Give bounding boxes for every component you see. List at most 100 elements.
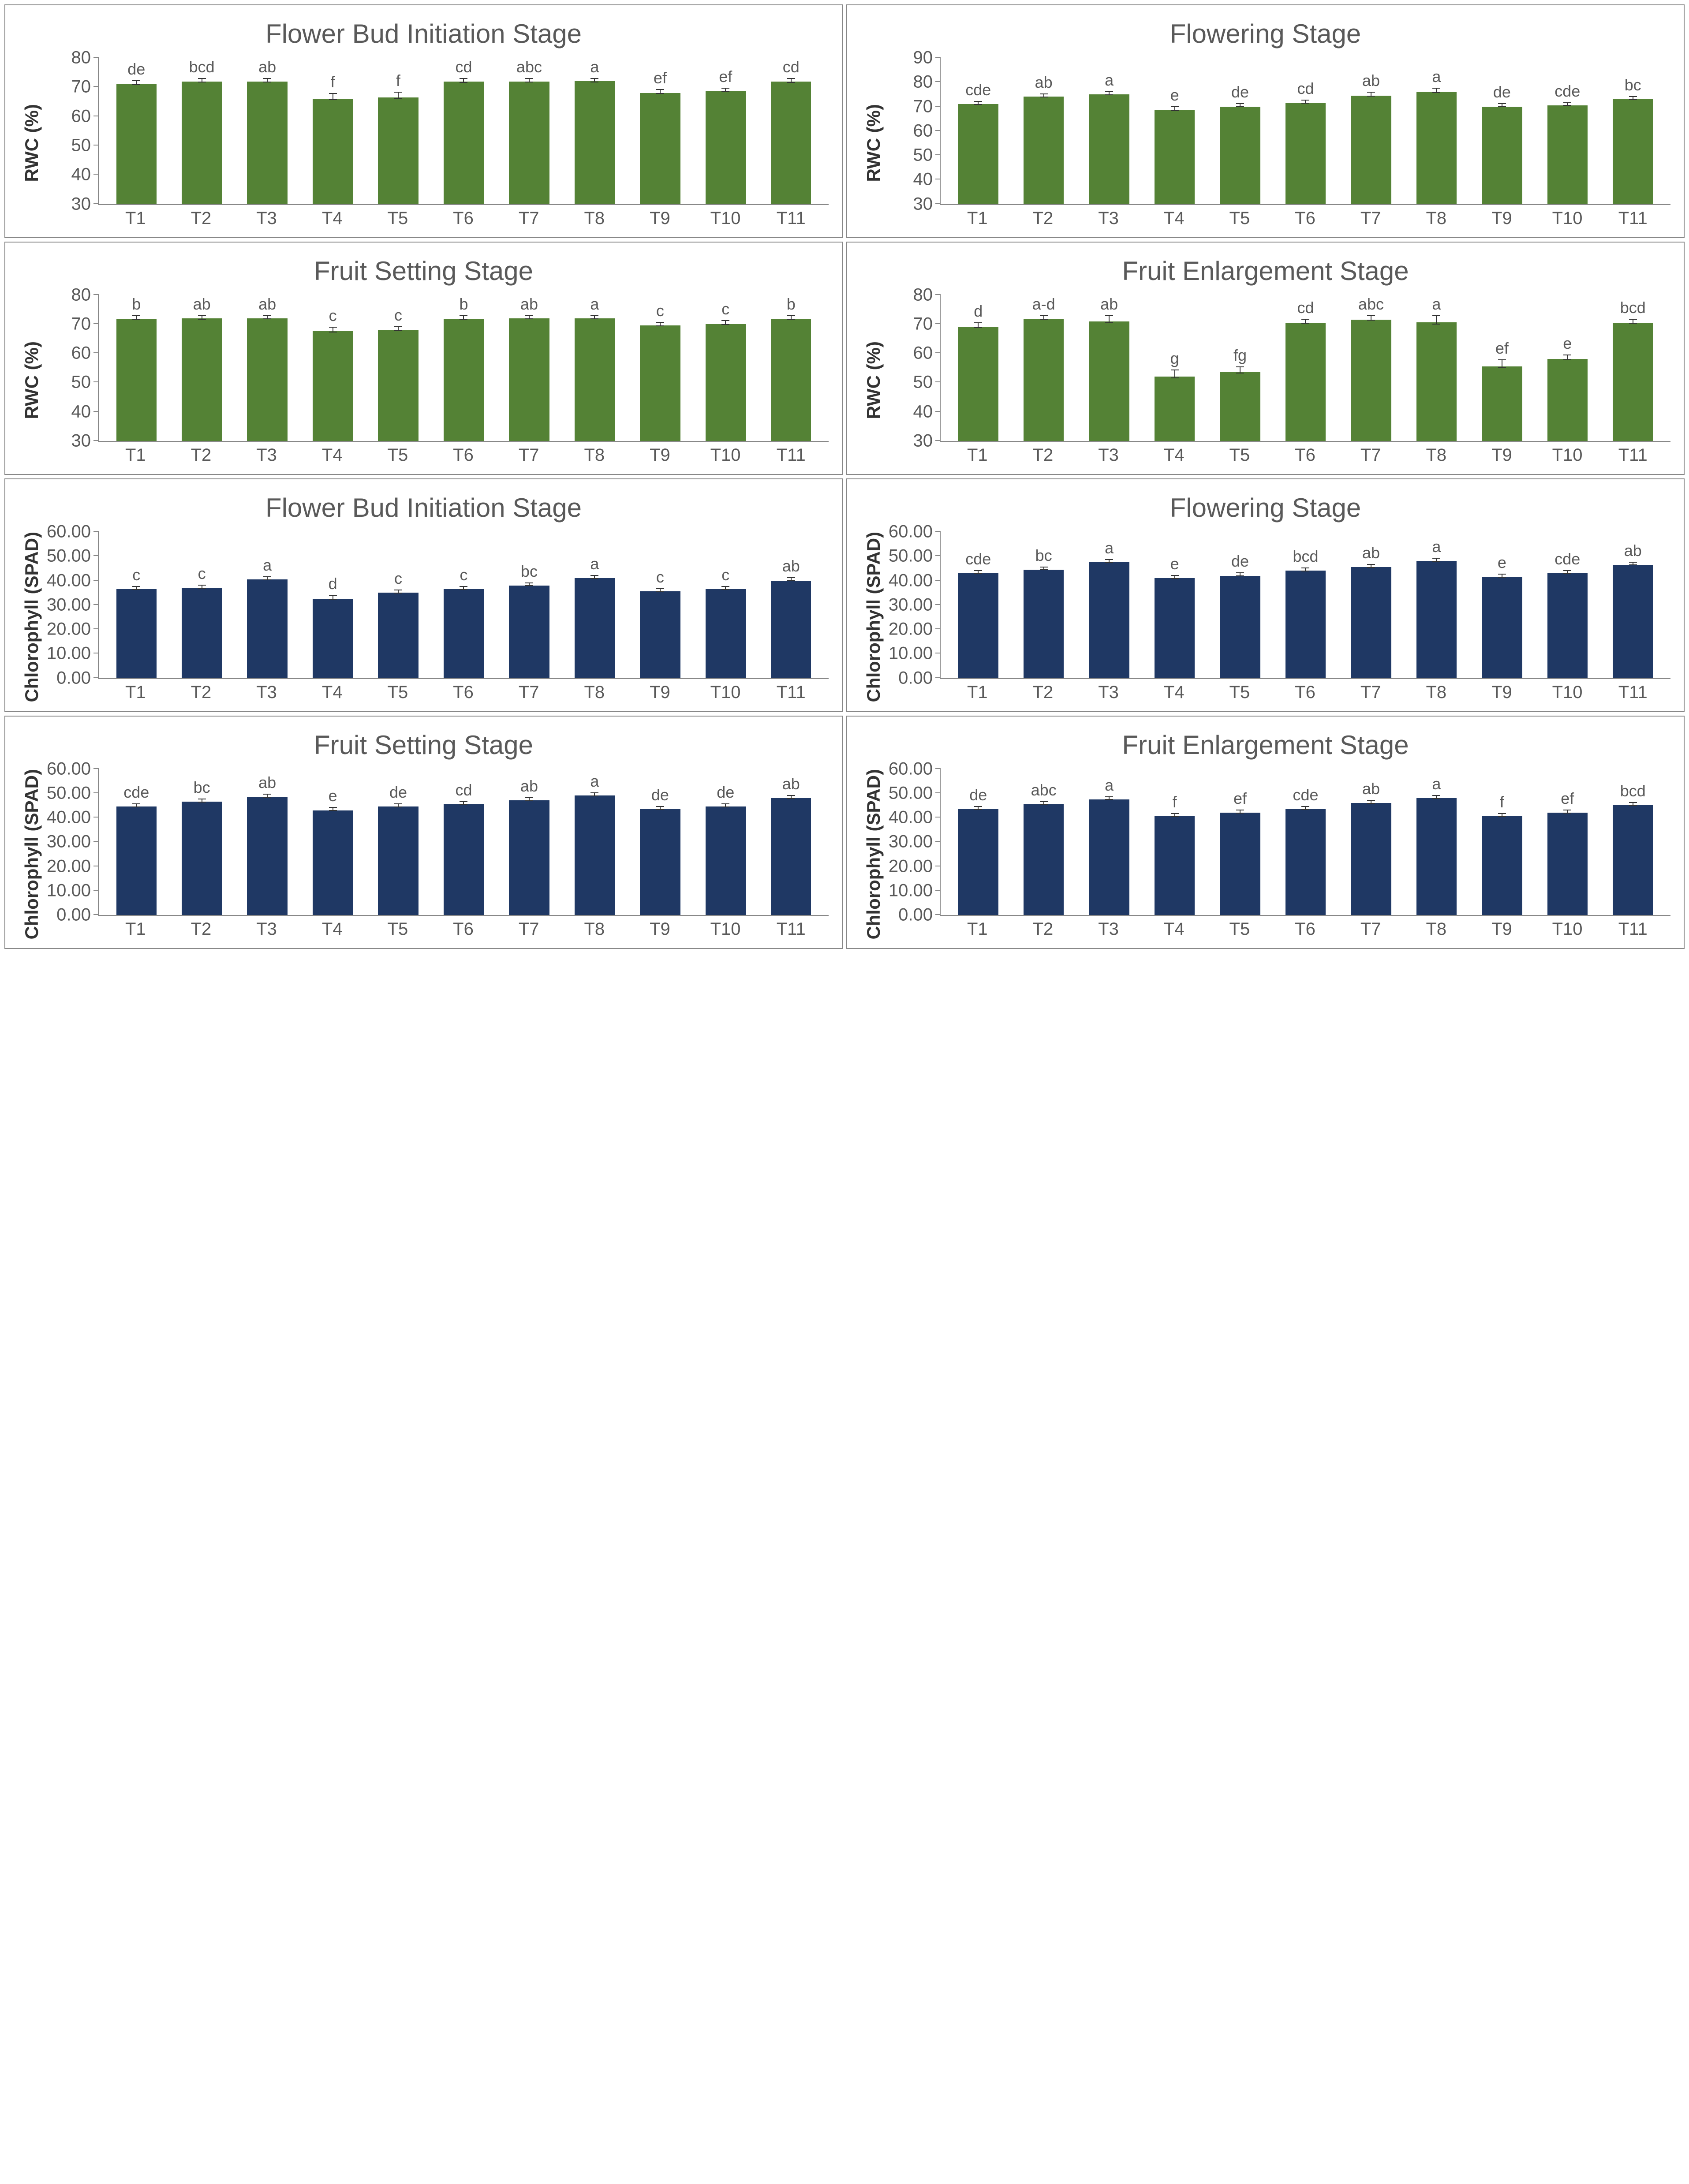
y-tick-label: 80 <box>71 285 91 305</box>
significance-letter: e <box>1563 334 1572 353</box>
bar-group: bcd <box>173 58 230 204</box>
y-tick-label: 40 <box>913 402 933 422</box>
error-bar <box>1109 91 1110 95</box>
y-tick-label: 50 <box>71 373 91 392</box>
bar <box>247 797 287 915</box>
error-bar <box>594 78 595 82</box>
x-tick-label: T3 <box>238 209 295 228</box>
error-bar <box>463 315 464 320</box>
significance-letter: c <box>656 568 664 586</box>
x-tick-label: T1 <box>107 683 164 702</box>
error-bar <box>1567 570 1568 574</box>
y-tick-label: 0.00 <box>56 668 91 688</box>
significance-letter: ab <box>258 295 276 314</box>
bar-group: bc <box>501 532 558 678</box>
x-tick-label: T7 <box>500 919 558 939</box>
y-tick <box>93 555 99 556</box>
y-tick <box>93 580 99 581</box>
bar <box>116 806 157 915</box>
x-tick-label: T7 <box>500 209 558 228</box>
error-bar <box>463 78 464 83</box>
bar <box>509 82 549 204</box>
x-tick-label: T3 <box>238 919 295 939</box>
significance-letter: bcd <box>1293 547 1318 566</box>
x-tick-label: T3 <box>238 445 295 465</box>
error-bar <box>978 322 979 328</box>
error-bar <box>267 78 268 82</box>
y-tick <box>935 81 941 82</box>
bar-group: cde <box>949 532 1007 678</box>
panel-title: Flowering Stage <box>860 493 1670 523</box>
y-tick <box>93 792 99 793</box>
y-tick-label: 10.00 <box>889 644 933 664</box>
x-tick-label: T10 <box>1539 209 1596 228</box>
bar-group: de <box>949 769 1007 915</box>
bar <box>247 579 287 678</box>
significance-letter: d <box>974 302 983 321</box>
x-tick-label: T8 <box>1407 919 1465 939</box>
y-tick-label: 70 <box>71 314 91 334</box>
significance-letter: ef <box>1233 789 1247 808</box>
y-tick <box>93 203 99 204</box>
error-bar <box>136 586 137 590</box>
bar-group: a <box>1080 769 1138 915</box>
y-tick <box>93 817 99 818</box>
significance-letter: c <box>460 566 467 584</box>
y-tick-label: 40 <box>71 165 91 185</box>
bar <box>378 593 418 678</box>
bar-group: ef <box>697 58 754 204</box>
x-tick-label: T11 <box>762 445 820 465</box>
plot-wrap: 0.0010.0020.0030.0040.0050.0060.00cdebca… <box>940 532 1670 702</box>
bar-group: ef <box>1473 295 1531 441</box>
plot-wrap: 304050607080bababccbabaccbT1T2T3T4T5T6T7… <box>98 295 829 466</box>
bar <box>1155 377 1195 441</box>
bar <box>1155 578 1195 678</box>
x-tick-label: T9 <box>631 209 689 228</box>
bar <box>1351 803 1391 915</box>
significance-letter: cd <box>455 58 472 76</box>
y-tick-label: 10.00 <box>47 644 91 664</box>
x-tick-label: T5 <box>369 683 427 702</box>
bar <box>313 331 353 441</box>
bar-group: a <box>1408 295 1465 441</box>
error-bar <box>136 803 137 807</box>
y-axis-label: Chlorophyll (SPAD) <box>860 532 887 702</box>
bar-group: e <box>1146 532 1203 678</box>
y-tick <box>935 130 941 131</box>
plot-wrap: 0.0010.0020.0030.0040.0050.0060.00ccadcc… <box>98 532 829 702</box>
bar-group: bc <box>1015 532 1072 678</box>
error-bar <box>529 582 530 586</box>
x-axis: T1T2T3T4T5T6T7T8T9T10T11 <box>940 442 1670 465</box>
bar <box>116 589 157 678</box>
error-bar <box>529 78 530 82</box>
chart-area: Chlorophyll (SPAD)0.0010.0020.0030.0040.… <box>19 532 829 702</box>
bar <box>1351 567 1391 678</box>
bar <box>1613 565 1653 678</box>
bar <box>1351 96 1391 204</box>
error-bar <box>1109 796 1110 800</box>
error-bar <box>463 586 464 590</box>
error-bar <box>1436 558 1437 562</box>
significance-letter: ef <box>1495 339 1509 358</box>
bar-group: de <box>1473 58 1531 204</box>
x-tick-label: T6 <box>1276 209 1334 228</box>
plot: 304050607080da-dabgfgcdabcaefebcd <box>940 295 1670 442</box>
chart-area: RWC (%)304050607080debcdabffcdabcaefefcd… <box>19 58 829 228</box>
x-tick-label: T10 <box>697 209 755 228</box>
bar-group: f <box>370 58 427 204</box>
error-bar <box>1240 103 1241 107</box>
error-bar <box>725 803 726 807</box>
significance-letter: de <box>1493 83 1511 101</box>
y-tick <box>935 411 941 412</box>
x-tick-label: T2 <box>1014 683 1072 702</box>
y-tick <box>93 294 99 295</box>
significance-letter: de <box>389 783 407 802</box>
error-bar <box>529 797 530 801</box>
y-tick <box>935 817 941 818</box>
bar <box>1089 321 1129 441</box>
significance-letter: f <box>396 71 400 90</box>
x-tick-label: T8 <box>1407 683 1465 702</box>
significance-letter: bcd <box>189 58 215 76</box>
significance-letter: bcd <box>1620 782 1646 800</box>
significance-letter: abc <box>1031 781 1057 799</box>
